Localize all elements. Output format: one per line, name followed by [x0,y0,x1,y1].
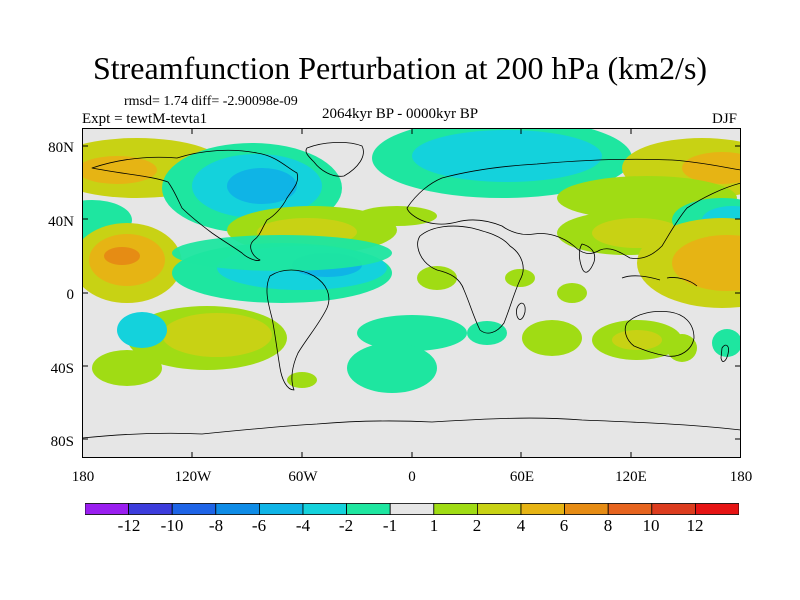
colorbar-swatch [520,503,565,515]
coastline-australia [624,311,695,357]
colorbar-swatch [564,503,609,515]
coastline-antarctica [82,417,741,439]
y-tick-label: 40N [48,214,74,230]
contour-cell [417,266,457,290]
colorbar-label: -12 [117,516,141,535]
coastline-madagascar [515,302,526,320]
colorbar-label: 4 [516,516,526,535]
colorbar-swatch [85,503,129,515]
colorbar-swatch [215,503,260,515]
colorbar-label: 2 [472,516,482,535]
colorbar-swatch [695,503,739,515]
tick-marks [82,128,741,458]
colorbar-label: -2 [338,516,354,535]
colorbar-label: -8 [208,516,224,535]
chart-title: Streamfunction Perturbation at 200 hPa (… [92,50,708,86]
x-tick-label: 180 [71,469,95,485]
y-tick-label: 80N [48,140,74,156]
colorbar-swatch [258,503,304,515]
colorbar-label: 1 [429,516,439,535]
y-tick-label: 80S [50,434,74,450]
period-label: 2064kyr BP - 0000kyr BP [322,106,479,122]
contour-region-subtropical-pacific-high [82,218,741,308]
colorbar-label: -6 [251,516,267,535]
colorbar-swatch [433,503,478,515]
coastline-greenland [305,142,364,177]
colorbar-label: -4 [295,516,311,535]
experiment-label: Expt = tewtM-tevta1 [82,111,208,127]
colorbar-swatch [302,503,347,515]
coastline-africa [417,225,524,334]
x-tick-label: 180 [729,469,753,485]
x-tick-label: 120E [615,469,647,485]
colorbar-swatch [389,503,435,515]
colorbar-label: 10 [642,516,660,535]
colorbar-label: -1 [382,516,398,535]
colorbar-swatch [476,503,522,515]
contour-region-south-pacific-high [92,306,287,386]
coastline-south-america [266,269,330,391]
colorbar-label: 6 [559,516,569,535]
contour-region-tropical-atlantic-low [172,235,392,303]
contour-cell [505,269,535,287]
coastline-indonesia [621,275,698,287]
colorbar-swatch [607,503,653,515]
x-tick-label: 120W [174,469,212,485]
coastline-north-america [91,149,299,261]
contour-cell [557,283,587,303]
coastlines [82,142,741,439]
colorbar-label: 12 [686,516,704,535]
stats-label: rmsd= 1.74 diff= -2.90098e-09 [124,94,298,109]
coastline-eurasia [406,158,741,259]
y-tick-label: 0 [66,287,75,303]
contour-region-south-indian-high [522,320,741,362]
colorbar [85,503,739,515]
colorbar-swatch [171,503,217,515]
x-tick-label: 60W [288,469,318,485]
colorbar-swatch [128,503,173,515]
colorbar-label: 8 [603,516,613,535]
coastline-new-zealand [720,344,729,362]
y-tick-label: 40S [50,361,74,377]
colorbar-swatch [651,503,696,515]
x-tick-label: 60E [509,469,535,485]
colorbar-swatch [346,503,391,515]
season-label: DJF [712,111,738,127]
contour-cell [287,372,317,388]
coastline-india [578,243,596,273]
colorbar-label: -10 [160,516,184,535]
x-tick-label: 0 [408,469,416,485]
map-plot-area [82,128,741,458]
